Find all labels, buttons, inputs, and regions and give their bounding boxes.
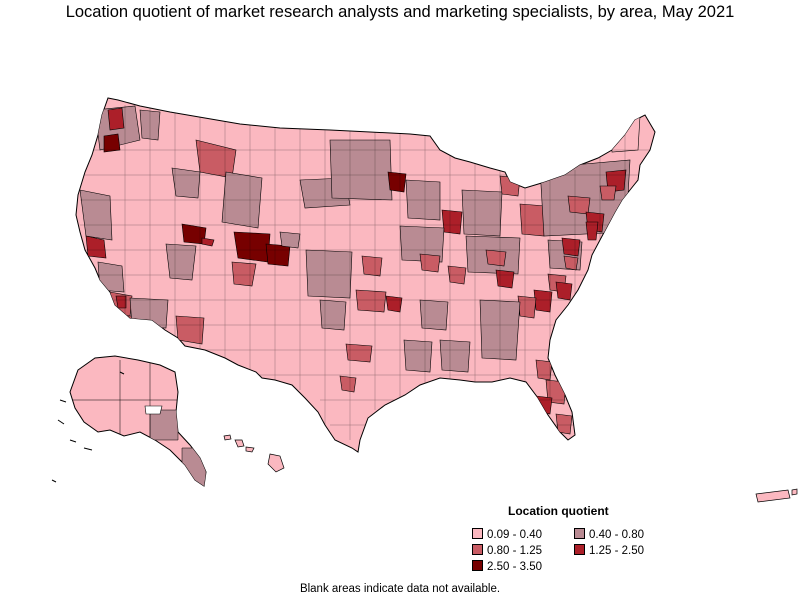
region-kansas	[305, 249, 353, 299]
region-minnesota	[329, 139, 393, 201]
legend-swatch	[472, 560, 483, 571]
area-denver	[233, 231, 271, 263]
area-bay-area	[85, 235, 107, 259]
legend: Location quotient 0.09 - 0.40 0.40 - 0.8…	[462, 504, 662, 576]
legend-title: Location quotient	[508, 504, 609, 518]
legend-swatch	[574, 528, 585, 539]
footnote: Blank areas indicate data not available.	[299, 583, 501, 595]
area-chicago	[441, 209, 463, 235]
area-phoenix	[175, 315, 205, 345]
hawaii	[223, 434, 285, 473]
area-charlotte	[533, 289, 553, 313]
alaska	[51, 355, 207, 487]
legend-swatch	[472, 528, 483, 539]
area-raleigh	[555, 281, 573, 301]
legend-label: 0.09 - 0.40	[487, 529, 542, 541]
legend-item-0.09-0.40: 0.09 - 0.40	[472, 528, 542, 542]
area-seattle	[107, 107, 125, 131]
legend-label: 0.80 - 1.25	[487, 545, 542, 557]
area-colorado-springs	[265, 243, 291, 267]
legend-swatch	[472, 544, 483, 555]
legend-item-2.50-3.50: 2.50 - 3.50	[472, 560, 542, 574]
region-arizona	[129, 297, 169, 329]
area-detroit	[499, 175, 521, 197]
area-miami	[555, 413, 573, 435]
legend-item-0.80-1.25: 0.80 - 1.25	[472, 544, 542, 558]
legend-label: 2.50 - 3.50	[487, 561, 542, 573]
map-title: Location quotient of market research ana…	[65, 3, 735, 21]
legend-label: 1.25 - 2.50	[589, 545, 644, 557]
legend-swatch	[574, 544, 585, 555]
area-portland	[103, 133, 121, 153]
legend-item-1.25-2.50: 1.25 - 2.50	[574, 544, 644, 558]
legend-item-0.40-0.80: 0.40 - 0.80	[574, 528, 644, 542]
contiguous-us	[75, 97, 656, 453]
legend-label: 0.40 - 0.80	[589, 529, 644, 541]
area-jacksonville	[535, 359, 553, 381]
area-dallas	[345, 343, 373, 363]
puerto-rico	[755, 488, 798, 503]
area-washington-dc	[561, 237, 581, 257]
